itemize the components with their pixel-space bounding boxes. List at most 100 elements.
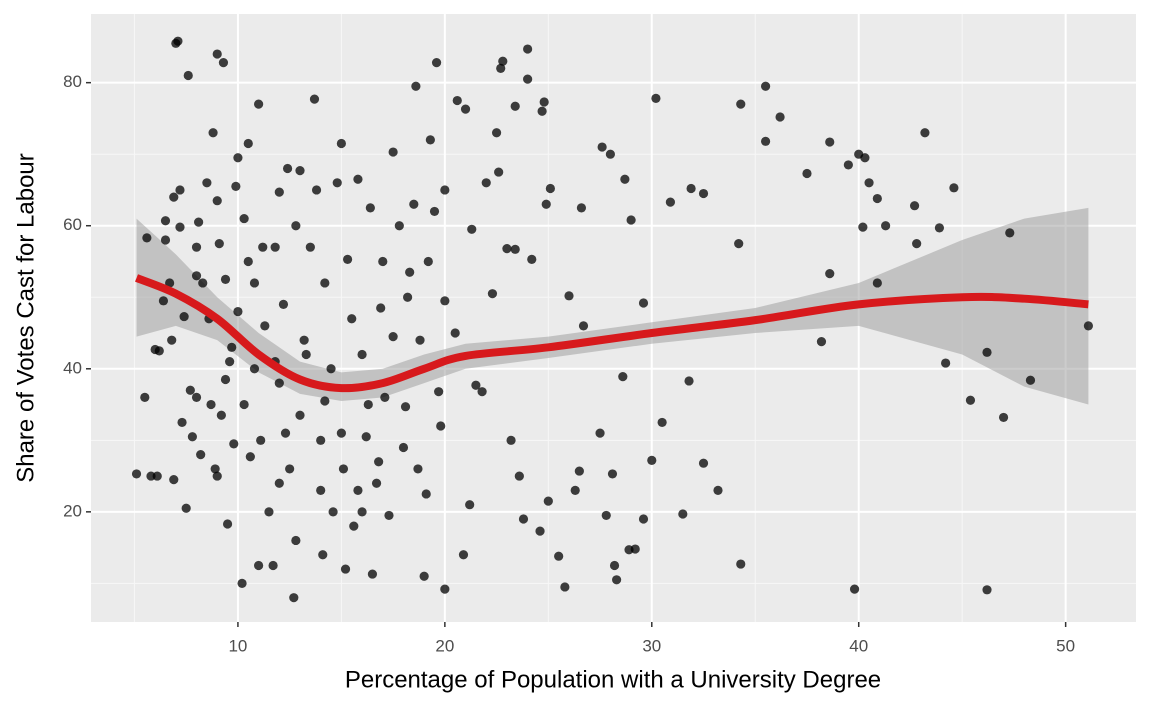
- point: [336, 428, 346, 438]
- y-tick-label: 60: [63, 215, 82, 234]
- point: [601, 510, 611, 521]
- point: [154, 346, 164, 356]
- point: [274, 478, 284, 488]
- point: [169, 192, 179, 202]
- point: [481, 178, 491, 188]
- point: [187, 432, 197, 442]
- point: [440, 296, 450, 306]
- point: [411, 81, 421, 91]
- point: [332, 178, 342, 188]
- point: [421, 489, 431, 499]
- point: [578, 321, 589, 331]
- point: [160, 216, 171, 226]
- point: [378, 256, 388, 267]
- point: [949, 183, 959, 193]
- point: [934, 223, 945, 233]
- point: [349, 521, 359, 531]
- point: [239, 399, 249, 410]
- point: [374, 457, 384, 467]
- point: [491, 128, 502, 138]
- y-tick-label: 20: [63, 501, 82, 520]
- point: [618, 372, 628, 382]
- band-layer: [136, 207, 1089, 405]
- point: [909, 201, 920, 211]
- point: [280, 428, 291, 438]
- point: [243, 138, 253, 149]
- point: [760, 81, 771, 91]
- point: [220, 274, 231, 284]
- point: [698, 458, 709, 468]
- point: [560, 582, 570, 592]
- point: [405, 267, 415, 277]
- point: [982, 347, 992, 357]
- point: [278, 299, 289, 310]
- point: [353, 485, 363, 495]
- point: [222, 519, 233, 529]
- y-tick-label: 80: [63, 72, 82, 91]
- point: [523, 74, 533, 84]
- point: [225, 357, 235, 367]
- point: [518, 514, 529, 524]
- point: [179, 311, 189, 322]
- point: [665, 197, 676, 207]
- point: [1025, 375, 1036, 385]
- point: [165, 278, 175, 288]
- point: [678, 509, 688, 519]
- point: [357, 349, 367, 360]
- point: [320, 396, 330, 406]
- point: [429, 206, 440, 217]
- y-tick-label: 40: [63, 358, 82, 377]
- point: [194, 217, 204, 227]
- point: [434, 387, 444, 397]
- point: [371, 478, 382, 488]
- point: [398, 442, 409, 453]
- point: [941, 358, 951, 368]
- point: [233, 153, 243, 163]
- point: [440, 584, 450, 594]
- point: [326, 364, 336, 374]
- point: [158, 296, 169, 306]
- point: [864, 178, 874, 188]
- point: [347, 314, 357, 324]
- point: [684, 376, 694, 386]
- point: [760, 136, 771, 146]
- point: [458, 550, 469, 560]
- point: [713, 485, 723, 495]
- point: [260, 321, 270, 331]
- point: [169, 475, 179, 485]
- point: [218, 58, 229, 68]
- point: [212, 49, 222, 59]
- point: [982, 585, 992, 595]
- point: [609, 560, 620, 571]
- point: [196, 450, 206, 460]
- point: [237, 578, 247, 588]
- point: [394, 221, 404, 231]
- point: [289, 593, 299, 603]
- point: [301, 349, 311, 360]
- point: [998, 412, 1009, 423]
- point: [849, 584, 860, 594]
- point: [173, 36, 183, 46]
- point: [367, 569, 378, 579]
- point: [736, 559, 746, 569]
- point: [498, 56, 508, 66]
- point: [258, 242, 268, 252]
- point: [858, 222, 868, 232]
- point: [545, 183, 555, 194]
- point: [353, 174, 363, 184]
- point: [342, 254, 353, 264]
- point: [388, 331, 398, 342]
- point: [198, 278, 208, 288]
- y-axis-title: Share of Votes Cast for Labour: [12, 153, 39, 483]
- point: [227, 342, 237, 352]
- point: [305, 242, 315, 252]
- point: [612, 575, 622, 585]
- x-tick-label: 30: [642, 636, 661, 655]
- point: [638, 298, 649, 308]
- point: [576, 203, 587, 213]
- point: [363, 399, 373, 410]
- point: [245, 452, 255, 462]
- point: [274, 187, 284, 197]
- point: [361, 432, 371, 442]
